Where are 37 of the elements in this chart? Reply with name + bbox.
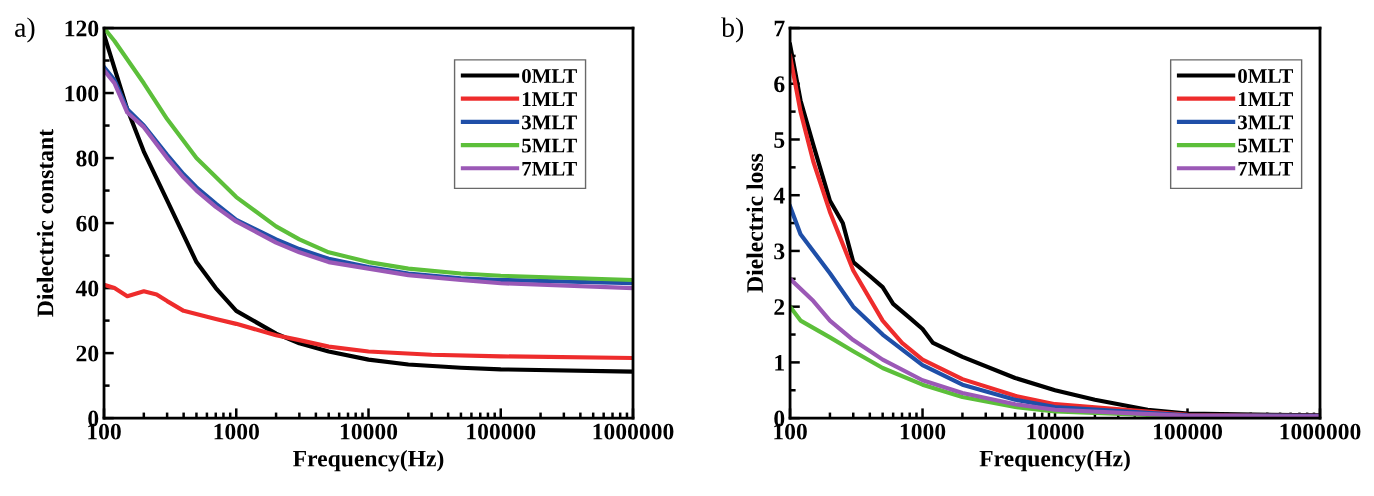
legend-label: 5MLT (522, 138, 577, 153)
text: a) (15, 17, 35, 43)
y-tick-label: 4 (773, 187, 785, 204)
legend-label: 0MLT (1238, 68, 1293, 84)
y-tick-label: 20 (76, 345, 99, 362)
legend-label: 1MLT (522, 92, 577, 106)
x-tick-label: 1000 (900, 423, 946, 440)
legend-label: 1MLT (1239, 92, 1293, 106)
y-tick-label: 1 (775, 355, 784, 371)
x-tick-label: 1000000 (593, 423, 674, 440)
legend-label: 7MLT (522, 161, 577, 176)
x-tick-label: 10000 (340, 423, 398, 440)
legend-label: 0MLT (522, 68, 577, 84)
y-tick-label: 7 (774, 20, 785, 37)
text: b) (721, 17, 744, 43)
y-axis-title: Dielectric loss (746, 153, 764, 293)
x-tick-label: 100000 (467, 423, 536, 440)
x-tick-label: 10000 (1027, 423, 1084, 440)
legend-label: 3MLT (522, 115, 577, 130)
x-axis-title: Frequency(Hz) (979, 449, 1130, 472)
y-tick-label: 3 (774, 243, 785, 260)
y-tick-label: 40 (75, 280, 99, 297)
legend-label: 3MLT (1238, 115, 1293, 130)
y-tick-label: 100 (65, 85, 99, 102)
y-tick-label: 120 (65, 20, 99, 37)
y-tick-label: 80 (76, 150, 99, 167)
y-tick-label: 6 (774, 76, 785, 93)
x-tick-label: 1000000 (1280, 423, 1361, 440)
y-tick-label: 60 (76, 215, 99, 232)
x-axis-title: Frequency(Hz) (293, 449, 444, 472)
x-tick-label: 100000 (1153, 423, 1223, 440)
y-tick-label: 5 (774, 132, 785, 148)
legend-label: 5MLT (1238, 138, 1293, 153)
y-tick-label: 2 (774, 299, 785, 315)
legend-label: 7MLT (1238, 161, 1293, 176)
x-tick-label: 1000 (214, 423, 259, 440)
y-axis-title: Dielectric constant (36, 129, 54, 317)
